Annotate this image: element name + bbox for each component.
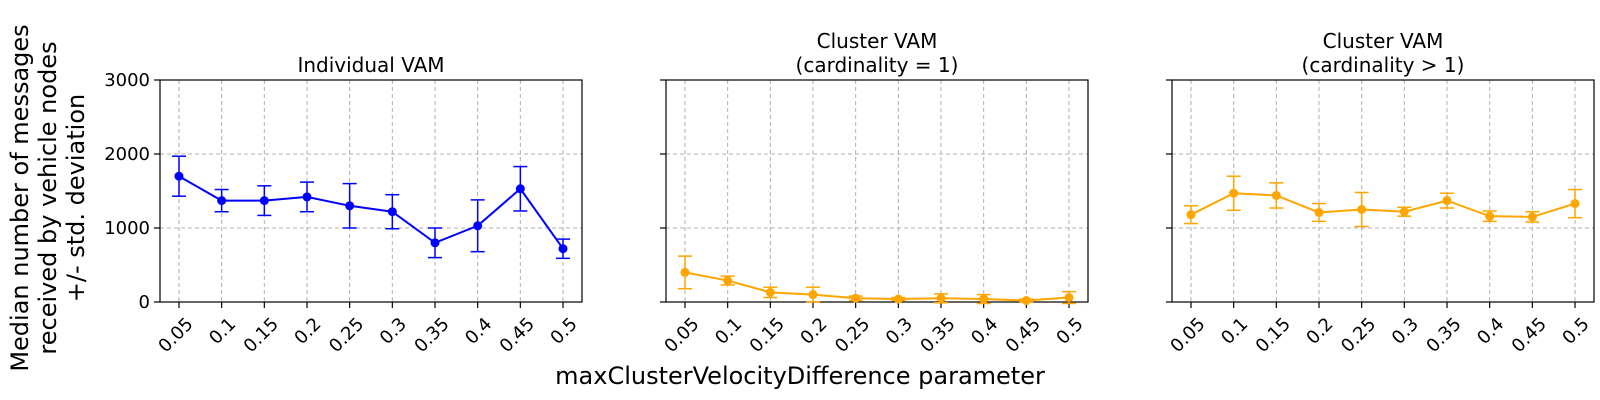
- x-tick-label: 0.5: [546, 314, 581, 349]
- data-point: [765, 287, 775, 297]
- data-point: [1064, 293, 1074, 303]
- x-tick-label: 0.25: [1337, 314, 1380, 357]
- x-tick-label: 0.05: [1166, 314, 1209, 357]
- x-tick-label: 0.15: [1252, 314, 1295, 357]
- x-axis-label: maxClusterVelocityDifference parameter: [555, 362, 1045, 390]
- x-tick-label: 0.1: [711, 314, 746, 349]
- data-point: [558, 244, 568, 254]
- x-tick-label: 0.4: [1473, 314, 1508, 349]
- x-tick-label: 0.3: [882, 314, 917, 349]
- data-point: [851, 293, 861, 303]
- subplot-title-line: Cluster VAM: [817, 29, 938, 53]
- x-tick-label: 0.15: [240, 314, 283, 357]
- x-tick-label: 0.2: [290, 314, 325, 349]
- data-point: [723, 276, 733, 286]
- x-tick-label: 0.45: [496, 314, 539, 357]
- x-tick-label: 0.35: [916, 314, 959, 357]
- x-tick-label: 0.3: [376, 314, 411, 349]
- data-point: [979, 294, 989, 304]
- y-axis-label-line-1: Median number of messages: [6, 24, 34, 371]
- data-point: [217, 196, 227, 206]
- x-tick-label: 0.1: [205, 314, 240, 349]
- x-tick-label: 0.05: [154, 314, 197, 357]
- data-point: [430, 238, 440, 248]
- plot-frame: [159, 79, 583, 303]
- subplot-title-line: (cardinality > 1): [1302, 53, 1465, 77]
- data-point: [1527, 212, 1537, 222]
- y-tick-label: 3000: [104, 70, 150, 91]
- data-point: [174, 171, 184, 181]
- data-point: [1229, 188, 1239, 198]
- data-point: [1357, 205, 1367, 214]
- data-point: [345, 201, 355, 211]
- series-line: [178, 175, 564, 250]
- x-tick-label: 0.2: [796, 314, 831, 349]
- plot-frame: [1171, 79, 1595, 303]
- x-tick-label: 0.5: [1558, 314, 1593, 349]
- data-point: [1021, 296, 1031, 306]
- plot-frame: [665, 79, 1089, 303]
- data-point: [808, 290, 818, 300]
- data-point: [893, 294, 903, 304]
- x-tick-label: 0.3: [1388, 314, 1423, 349]
- subplot-3: 0.05 0.1 0.15 0.2 0.25 0.3 0.35 0.4 0.45 0.5 Clust…: [1166, 29, 1595, 357]
- data-point: [1271, 190, 1281, 200]
- y-tick-label: 0: [139, 292, 150, 313]
- y-axis-label-line-3: +/- std. deviation: [62, 94, 90, 302]
- data-point: [1314, 207, 1324, 217]
- y-axis-label-line-2: received by vehicle nodes: [34, 41, 62, 354]
- data-point: [680, 267, 690, 277]
- data-point: [473, 221, 483, 231]
- subplot-title-line: (cardinality = 1): [796, 53, 959, 77]
- series-line: [1190, 192, 1576, 218]
- subplot-2: 0.05 0.1 0.15 0.2 0.25 0.3 0.35 0.4 0.45 0.5 Clust…: [660, 29, 1089, 357]
- y-tick-label: 1000: [104, 218, 150, 239]
- series-line: [684, 271, 1070, 302]
- x-tick-label: 0.35: [410, 314, 453, 357]
- data-point: [1186, 210, 1196, 220]
- data-point: [1442, 196, 1452, 206]
- x-tick-label: 0.05: [660, 314, 703, 357]
- x-tick-label: 0.4: [461, 314, 496, 349]
- y-axis-label: Median number of messages received by ve…: [6, 24, 90, 371]
- data-point: [302, 192, 312, 202]
- x-tick-label: 0.45: [1508, 314, 1551, 357]
- data-point: [936, 293, 946, 303]
- data-point: [1570, 199, 1580, 209]
- y-tick-label: 2000: [104, 144, 150, 165]
- data-point: [1399, 207, 1409, 217]
- data-point: [515, 184, 525, 194]
- x-tick-label: 0.25: [325, 314, 368, 357]
- x-tick-label: 0.4: [967, 314, 1002, 349]
- data-point: [387, 207, 397, 217]
- data-point: [1485, 211, 1495, 221]
- subplot-title-line: Individual VAM: [297, 53, 444, 77]
- x-tick-label: 0.15: [746, 314, 789, 357]
- subplot-title-line: Cluster VAM: [1323, 29, 1444, 53]
- x-tick-label: 0.45: [1002, 314, 1045, 357]
- x-tick-label: 0.2: [1302, 314, 1337, 349]
- data-point: [259, 196, 269, 206]
- x-tick-label: 0.35: [1422, 314, 1465, 357]
- x-tick-label: 0.25: [831, 314, 874, 357]
- x-tick-label: 0.5: [1052, 314, 1087, 349]
- x-tick-label: 0.1: [1217, 314, 1252, 349]
